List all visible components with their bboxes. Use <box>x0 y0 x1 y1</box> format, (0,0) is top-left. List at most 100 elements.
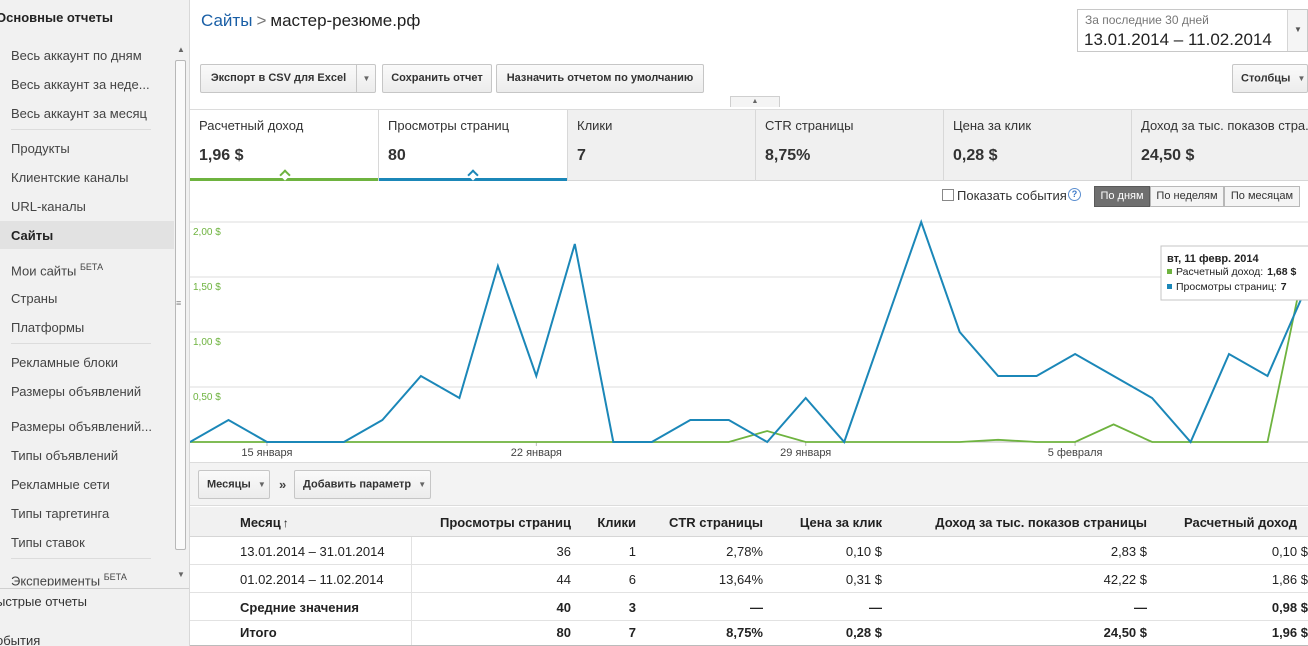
sidebar-item-ad-sizes-2[interactable]: Размеры объявлений... <box>11 419 153 434</box>
collapse-chart-handle[interactable]: ▲ <box>730 96 780 107</box>
tab-clicks[interactable]: Клики 7 <box>568 110 756 181</box>
date-range-picker[interactable]: За последние 30 дней 13.01.2014 – 11.02.… <box>1077 9 1308 52</box>
cell-rpm: — <box>1134 600 1147 615</box>
dimension-label: Месяцы <box>207 478 251 491</box>
beta-badge: БЕТА <box>103 572 127 582</box>
sidebar-item-account-by-day[interactable]: Весь аккаунт по дням <box>11 48 142 63</box>
chart-tooltip: вт, 11 февр. 2014 Расчетный доход: 1,68 $… <box>1160 245 1308 301</box>
chevron-down-icon: ▼ <box>257 480 266 489</box>
column-divider <box>411 537 412 564</box>
sidebar-item-custom-channels[interactable]: Клиентские каналы <box>11 170 129 185</box>
export-csv-button[interactable]: Экспорт в CSV для Excel <box>210 72 347 84</box>
sidebar-section-events[interactable]: обытия <box>0 633 41 646</box>
beta-badge: БЕТА <box>80 262 104 272</box>
show-events-toggle[interactable]: Показать события <box>942 188 1067 203</box>
help-icon[interactable]: ? <box>1068 188 1081 201</box>
tooltip-revenue-label: Расчетный доход: <box>1176 266 1263 278</box>
breadcrumb-sites-link[interactable]: Сайты <box>201 11 253 30</box>
sidebar-item-sites[interactable]: Сайты <box>11 228 54 243</box>
granularity-week-button[interactable]: По неделям <box>1150 186 1224 207</box>
sidebar-section-quick-reports[interactable]: ыстрые отчеты <box>0 594 87 609</box>
cell-cpc: 0,28 $ <box>845 625 882 640</box>
set-default-report-button[interactable]: Назначить отчетом по умолчанию <box>496 64 704 93</box>
cell-pageviews: 40 <box>556 600 571 615</box>
sidebar-scroll-thumb[interactable] <box>175 60 186 550</box>
sidebar-header[interactable]: Основные отчеты <box>0 10 113 25</box>
show-events-label: Показать события <box>957 188 1067 203</box>
cell-ctr: 8,75% <box>726 625 763 640</box>
cell-rpm: 24,50 $ <box>1103 625 1147 640</box>
y-tick-label: 0,50 $ <box>193 392 221 403</box>
sidebar-item-account-by-week[interactable]: Весь аккаунт за неде... <box>11 77 150 92</box>
columns-button[interactable]: Столбцы ▼ <box>1232 64 1308 93</box>
granularity-day-button[interactable]: По дням <box>1094 186 1150 207</box>
cell-pageviews: 44 <box>556 572 571 587</box>
tooltip-pageviews-value: 7 <box>1281 281 1287 293</box>
tab-value: 80 <box>388 147 406 164</box>
show-events-checkbox[interactable] <box>942 189 954 201</box>
tooltip-pageviews-row: Просмотры страниц: 7 <box>1176 281 1287 293</box>
column-header-revenue[interactable]: Расчетный доход <box>1184 515 1297 530</box>
column-header-pageviews[interactable]: Просмотры страниц <box>440 515 571 530</box>
tooltip-revenue-row: Расчетный доход: 1,68 $ <box>1176 266 1297 278</box>
column-header-ctr[interactable]: CTR страницы <box>668 515 763 530</box>
add-dimension-label: Добавить параметр <box>303 478 412 491</box>
sidebar-item-ad-types[interactable]: Типы объявлений <box>11 448 119 463</box>
sidebar-item-ad-networks[interactable]: Рекламные сети <box>11 477 110 492</box>
sidebar-item-url-channels[interactable]: URL-каналы <box>11 199 86 214</box>
sidebar-item-products[interactable]: Продукты <box>11 141 70 156</box>
table-average-row: Средние значения 40 3 — — — 0,98 $ <box>190 593 1308 621</box>
date-range-dropdown[interactable]: ▼ <box>1287 10 1307 51</box>
save-report-button[interactable]: Сохранить отчет <box>382 64 492 93</box>
tab-ctr[interactable]: CTR страницы 8,75% <box>756 110 944 181</box>
chevron-down-icon: ▼ <box>418 480 427 489</box>
column-header-cpc[interactable]: Цена за клик <box>799 515 882 530</box>
column-header-month[interactable]: Месяц ↑ <box>240 515 289 530</box>
tab-label: Клики <box>577 118 613 133</box>
chevron-down-icon: ▼ <box>1294 25 1302 34</box>
granularity-month-button[interactable]: По месяцам <box>1224 186 1300 207</box>
sidebar-item-my-sites[interactable]: Мои сайты БЕТА <box>11 262 161 278</box>
column-header-rpm[interactable]: Доход за тыс. показов страницы <box>935 515 1147 530</box>
sidebar-divider <box>11 343 151 344</box>
cell-cpc: 0,10 $ <box>845 544 882 559</box>
dimension-select[interactable]: Месяцы ▼ <box>198 470 270 499</box>
sidebar-item-platforms[interactable]: Платформы <box>11 320 85 335</box>
export-dropdown[interactable]: ▼ <box>356 65 376 92</box>
sidebar-item-experiments[interactable]: Эксперименты БЕТА <box>11 572 161 586</box>
cell-cpc: 0,31 $ <box>845 572 882 587</box>
line-chart[interactable]: 2,00 $ 1,50 $ 1,00 $ 0,50 $ 15 января 22 янв… <box>190 212 1308 462</box>
add-dimension-button[interactable]: Добавить параметр ▼ <box>294 470 431 499</box>
x-axis-ticks: 15 января 22 января 29 января 5 февраля <box>241 442 1103 459</box>
table-header-row: Месяц ↑ Просмотры страниц Клики CTR стран… <box>190 507 1308 537</box>
cell-revenue: 0,98 $ <box>1271 600 1308 615</box>
cell-clicks: 6 <box>628 572 636 587</box>
tab-rpm[interactable]: Доход за тыс. показов стра... 24,50 $ <box>1132 110 1308 181</box>
tooltip-box <box>1160 245 1308 301</box>
sidebar-item-ad-units[interactable]: Рекламные блоки <box>11 355 119 370</box>
cell-month: 13.01.2014 – 31.01.2014 <box>240 544 385 559</box>
sidebar-item-countries[interactable]: Страны <box>11 291 58 306</box>
scroll-up-icon[interactable]: ▲ <box>177 45 185 54</box>
tab-cpc[interactable]: Цена за клик 0,28 $ <box>944 110 1132 181</box>
y-axis-ticks: 2,00 $ 1,50 $ 1,00 $ 0,50 $ <box>193 227 221 403</box>
scroll-down-icon[interactable]: ▼ <box>177 570 185 579</box>
tab-value: 1,96 $ <box>199 147 244 164</box>
column-header-clicks[interactable]: Клики <box>597 515 636 530</box>
pageviews-series-line <box>190 218 1307 444</box>
sidebar-item-bid-types[interactable]: Типы ставок <box>11 535 85 550</box>
cell-rpm: 42,22 $ <box>1103 572 1147 587</box>
sidebar-divider <box>11 129 151 130</box>
sidebar-item-ad-sizes[interactable]: Размеры объявлений <box>11 384 142 399</box>
table-total-row: Итого 80 7 8,75% 0,28 $ 24,50 $ 1,96 $ <box>190 618 1308 646</box>
cell-clicks: 1 <box>628 544 636 559</box>
metric-tabs: Расчетный доход 1,96 $ Просмотры страниц… <box>190 109 1308 181</box>
tab-label: Расчетный доход <box>199 118 304 133</box>
tab-revenue[interactable]: Расчетный доход 1,96 $ <box>190 110 379 181</box>
cell-cpc: — <box>869 600 882 615</box>
sidebar-item-targeting-types[interactable]: Типы таргетинга <box>11 506 110 521</box>
sidebar-item-account-by-month[interactable]: Весь аккаунт за месяц <box>11 106 147 121</box>
revenue-series-line <box>190 257 1307 443</box>
chevron-up-icon: ▲ <box>751 98 759 105</box>
tab-pageviews[interactable]: Просмотры страниц 80 <box>379 110 568 181</box>
